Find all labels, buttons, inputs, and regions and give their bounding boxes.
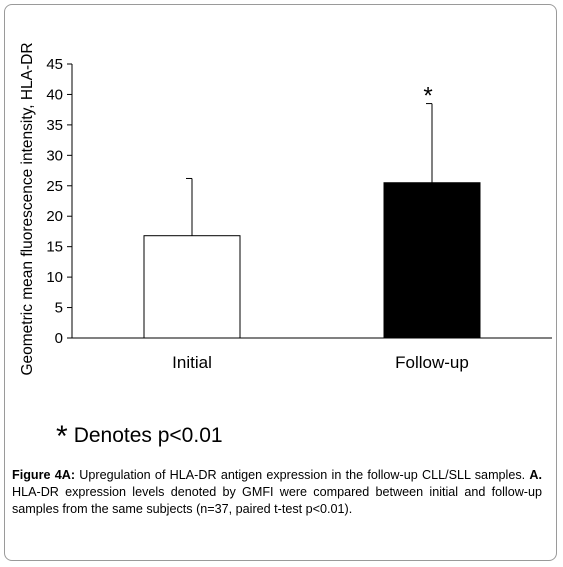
bar: [383, 182, 481, 339]
bar: [143, 235, 241, 339]
y-tick-label: 25: [46, 178, 63, 195]
caption-text-2: HLA-DR expression levels denoted by GMFI…: [12, 485, 542, 516]
significance-star: *: [56, 420, 68, 453]
significance-legend: * Denotes p<0.01: [56, 420, 223, 454]
y-axis-label: Geometric mean fluorescence intensity, H…: [19, 42, 36, 375]
y-tick-label: 15: [46, 239, 63, 256]
y-tick-label: 40: [46, 86, 63, 103]
bar-chart: 0 5 10 15 20 25 30 35 40 45 Geometric mean fluores…: [19, 42, 552, 376]
figure-caption: Figure 4A: Upregulation of HLA-DR antige…: [12, 467, 542, 518]
significance-legend-text: Denotes p<0.01: [73, 424, 223, 447]
y-tick-label: 35: [46, 117, 63, 134]
x-category-label: Initial: [172, 353, 212, 372]
y-tick-label: 45: [46, 56, 63, 73]
caption-text-1: Upregulation of HLA-DR antigen expressio…: [75, 468, 530, 482]
caption-label-a: A.: [529, 468, 542, 482]
significance-mark: *: [423, 83, 432, 110]
y-tick-label: 5: [55, 300, 63, 317]
x-category-label: Follow-up: [395, 353, 469, 372]
y-tick-label: 0: [55, 330, 63, 347]
y-tick-label: 30: [46, 147, 63, 164]
caption-label: Figure 4A:: [12, 468, 76, 482]
y-tick-label: 20: [46, 208, 63, 225]
y-tick-label: 10: [46, 269, 63, 286]
